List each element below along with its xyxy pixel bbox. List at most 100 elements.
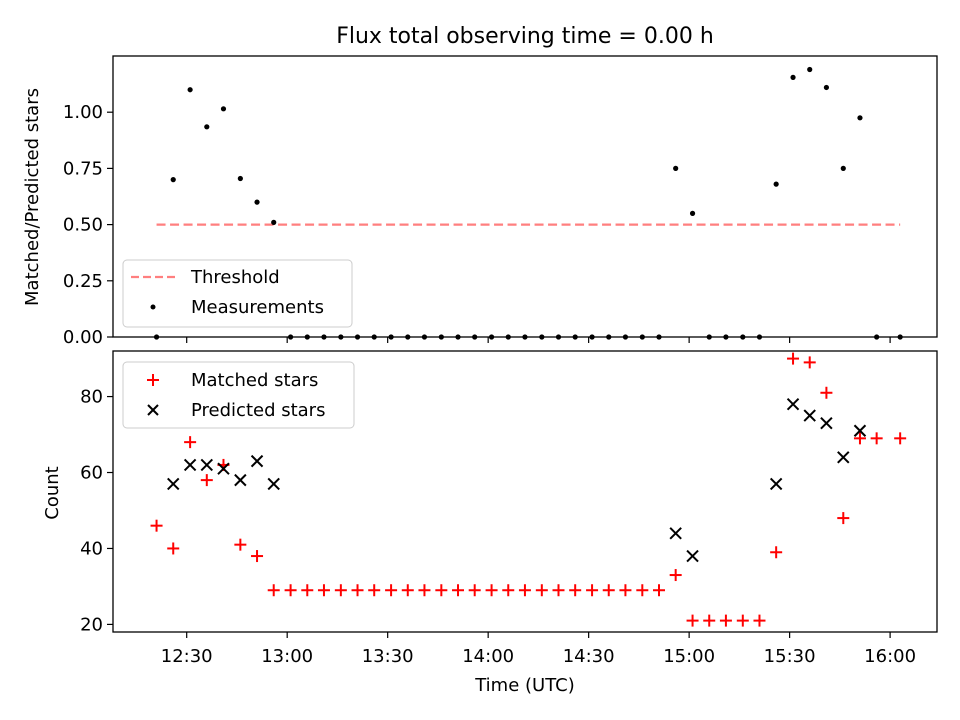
matched-star-point bbox=[485, 584, 498, 597]
matched-star-point bbox=[894, 432, 907, 445]
measurement-point bbox=[673, 165, 679, 171]
matched-star-point bbox=[820, 386, 833, 399]
measurements-legend-swatch bbox=[150, 304, 156, 310]
matched-star-point bbox=[184, 436, 197, 449]
matched-star-point bbox=[334, 584, 347, 597]
x-tick-label: 14:00 bbox=[462, 646, 514, 667]
predicted-legend-swatch bbox=[147, 404, 159, 416]
bottom-ticks: 20 40 60 80 12:30 13:00 13:30 14:00 14:30 15:00 15… bbox=[80, 387, 916, 667]
measurements-legend-label: Measurements bbox=[191, 297, 324, 318]
bottom-y-axis-label: Count bbox=[42, 466, 63, 519]
matched-star-point bbox=[736, 614, 749, 627]
matched-star-point bbox=[602, 584, 615, 597]
matched-star-point bbox=[636, 584, 649, 597]
predicted-star-point bbox=[786, 397, 800, 411]
measurement-point bbox=[170, 177, 176, 183]
measurement-point bbox=[204, 124, 210, 130]
matched-star-point bbox=[787, 352, 800, 365]
bottom-plot-area bbox=[150, 352, 907, 627]
matched-star-point bbox=[686, 614, 699, 627]
matched-star-point bbox=[351, 584, 364, 597]
measurement-point bbox=[271, 219, 277, 225]
measurement-point bbox=[823, 84, 830, 91]
bottom-axes-frame bbox=[112, 350, 938, 633]
matched-star-point bbox=[267, 584, 280, 597]
predicted-star-point bbox=[234, 473, 247, 487]
matched-legend-swatch bbox=[147, 374, 159, 386]
top-axes-frame bbox=[112, 55, 938, 338]
predicted-star-point bbox=[267, 477, 280, 491]
top-y-tick-label: 0.25 bbox=[63, 271, 103, 292]
measurement-point bbox=[857, 115, 863, 121]
measurement-point bbox=[773, 181, 779, 187]
matched-star-point bbox=[167, 542, 180, 555]
matched-star-point bbox=[317, 584, 330, 597]
top-legend-box bbox=[122, 259, 353, 328]
x-tick-label: 16:00 bbox=[864, 646, 916, 667]
matched-legend-label: Matched stars bbox=[191, 370, 318, 391]
x-tick-label: 14:30 bbox=[563, 646, 615, 667]
matched-star-point bbox=[837, 512, 850, 525]
x-axis-label: Time (UTC) bbox=[474, 675, 575, 696]
matched-star-point bbox=[586, 584, 599, 597]
matched-star-point bbox=[770, 546, 783, 559]
predicted-star-point bbox=[769, 477, 783, 491]
matched-star-point bbox=[401, 584, 414, 597]
count-axes: Count Time (UTC) 20 40 60 80 12:30 13:00 13:30… bbox=[42, 350, 938, 696]
matched-star-point bbox=[669, 569, 682, 582]
top-y-axis-label: Matched/Predicted stars bbox=[22, 88, 43, 306]
bottom-y-tick-label: 80 bbox=[80, 387, 103, 408]
predicted-star-point bbox=[217, 462, 230, 475]
predicted-legend-label: Predicted stars bbox=[191, 400, 325, 421]
bottom-y-tick-label: 60 bbox=[80, 463, 103, 484]
top-y-tick-label: 0.75 bbox=[63, 158, 103, 179]
matched-star-point bbox=[853, 432, 866, 445]
measurement-point bbox=[689, 210, 696, 216]
threshold-legend-label: Threshold bbox=[190, 267, 280, 288]
predicted-star-point bbox=[853, 424, 867, 437]
matched-star-point bbox=[435, 584, 448, 597]
matched-star-point bbox=[535, 584, 548, 597]
measurement-point bbox=[807, 66, 813, 73]
predicted-star-point bbox=[803, 409, 816, 422]
matched-star-point bbox=[418, 584, 431, 597]
bottom-y-tick-label: 20 bbox=[80, 614, 103, 635]
matched-star-point bbox=[251, 550, 264, 563]
matched-star-point bbox=[753, 614, 766, 627]
measurement-point bbox=[840, 165, 846, 171]
matched-star-point bbox=[569, 584, 582, 597]
matched-star-point bbox=[452, 584, 465, 597]
matched-star-point bbox=[552, 584, 565, 597]
matched-star-point bbox=[301, 584, 314, 597]
measurement-point bbox=[237, 175, 243, 182]
top-ticks: 0.00 0.25 0.50 0.75 1.00 bbox=[63, 102, 891, 348]
x-tick-label: 12:30 bbox=[161, 646, 213, 667]
ratio-axes: Flux total observing time = 0.00 h Match… bbox=[22, 24, 938, 348]
predicted-star-point bbox=[183, 458, 197, 472]
matched-star-point bbox=[234, 538, 247, 551]
predicted-star-point bbox=[669, 527, 682, 540]
matched-star-point bbox=[150, 519, 163, 532]
measurement-point bbox=[187, 87, 193, 93]
matched-star-point bbox=[468, 584, 481, 597]
predicted-star-point bbox=[837, 451, 850, 464]
matched-star-point bbox=[870, 432, 883, 445]
measurement-point bbox=[254, 199, 260, 205]
matched-star-point bbox=[703, 614, 716, 627]
bottom-y-tick-label: 40 bbox=[80, 538, 103, 559]
matched-star-point bbox=[502, 584, 515, 597]
matched-star-point bbox=[619, 584, 632, 597]
matched-star-point bbox=[200, 474, 213, 487]
matched-star-point bbox=[284, 584, 297, 597]
predicted-star-point bbox=[200, 458, 214, 472]
matched-star-point bbox=[518, 584, 531, 597]
measurement-point bbox=[220, 106, 227, 112]
measurement-point bbox=[790, 74, 796, 80]
top-y-tick-label: 1.00 bbox=[63, 102, 103, 123]
predicted-star-point bbox=[686, 549, 699, 563]
bottom-legend: Matched stars Predicted stars bbox=[122, 361, 355, 429]
matched-star-point bbox=[719, 614, 732, 627]
bottom-legend-box bbox=[122, 361, 355, 429]
matched-star-point bbox=[803, 356, 816, 369]
